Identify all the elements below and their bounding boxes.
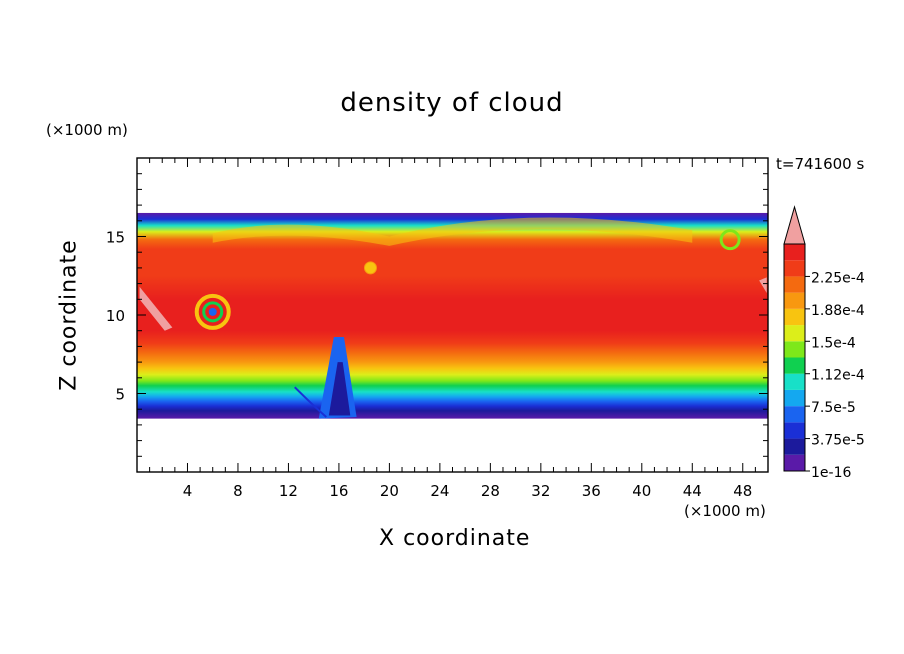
colorbar-swatch: [784, 341, 805, 358]
z-tick-label: 10: [106, 307, 125, 325]
x-axis-label: X coordinate: [379, 526, 531, 551]
vortex-left-outer: [194, 293, 231, 330]
colorbar-tick-label: 2.25e-4: [811, 270, 865, 286]
x-tick-label: 4: [183, 482, 193, 500]
colorbar-tick-label: 1e-16: [811, 465, 851, 481]
x-tick-label: 36: [582, 482, 601, 500]
x-tick-label: 40: [632, 482, 651, 500]
chart-title: density of cloud: [340, 88, 564, 118]
colorbar-tick-label: 7.5e-5: [811, 400, 856, 416]
low-level-streak: [294, 386, 327, 418]
colorbar-swatch: [784, 454, 805, 471]
x-tick-label: 32: [531, 482, 550, 500]
colorbar-tick-label: 3.75e-5: [811, 433, 865, 449]
colorbar-tick-label: 1.88e-4: [811, 303, 865, 319]
z-tick-label: 5: [115, 386, 125, 404]
z-tick-label: 15: [106, 229, 125, 247]
x-tick-label: 44: [683, 482, 702, 500]
x-tick-label: 28: [481, 482, 500, 500]
colorbar-swatch: [784, 389, 805, 407]
colorbar-swatch: [784, 276, 805, 293]
colorbar-tick-label: 1.12e-4: [811, 368, 865, 384]
colorbar-swatch: [784, 308, 805, 326]
over-range-streak: [759, 277, 767, 294]
vortex-right: [719, 229, 741, 251]
colorbar-swatch: [784, 406, 805, 423]
colorbar-swatch: [784, 244, 805, 261]
x-tick-label: 20: [380, 482, 399, 500]
colorbar-swatch: [784, 438, 805, 455]
x-tick-label: 48: [733, 482, 752, 500]
cloud-top-dome: [212, 217, 693, 246]
colorbar-tick-label: 1.5e-4: [811, 335, 856, 351]
colorbar-swatch: [784, 357, 805, 374]
density-field: [137, 212, 768, 419]
colorbar-swatch: [784, 292, 805, 309]
cloud-layer: [137, 212, 768, 419]
bubble: [363, 261, 377, 275]
z-axis-label: Z coordinate: [56, 239, 82, 391]
colorbar: 1e-16 3.75e-5 7.5e-5 1.12e-4 1.5e-4 1.88e-4 2.…: [783, 205, 865, 481]
x-tick-label: 12: [279, 482, 298, 500]
z-axis-unit: (×1000 m): [46, 121, 128, 139]
time-label: t=741600 s: [776, 155, 865, 173]
x-axis-unit: (×1000 m): [684, 502, 766, 520]
colorbar-swatch: [784, 325, 805, 342]
x-tick-label: 16: [329, 482, 348, 500]
downdraft-core: [328, 362, 351, 416]
colorbar-swatch: [784, 373, 805, 390]
z-axis: 5 10 15: [106, 173, 768, 457]
x-tick-label: 8: [233, 482, 243, 500]
vortex-left-core: [208, 307, 217, 316]
colorbar-swatch: [784, 422, 805, 439]
x-axis: 4 8 12 16 20 24 28 32 36 40 44 48: [149, 158, 756, 500]
colorbar-extend-arrow: [783, 205, 806, 245]
vortex-left-mid: [202, 301, 224, 323]
colorbar-swatch: [784, 260, 805, 277]
over-range-streak: [139, 286, 173, 331]
x-tick-label: 24: [430, 482, 449, 500]
